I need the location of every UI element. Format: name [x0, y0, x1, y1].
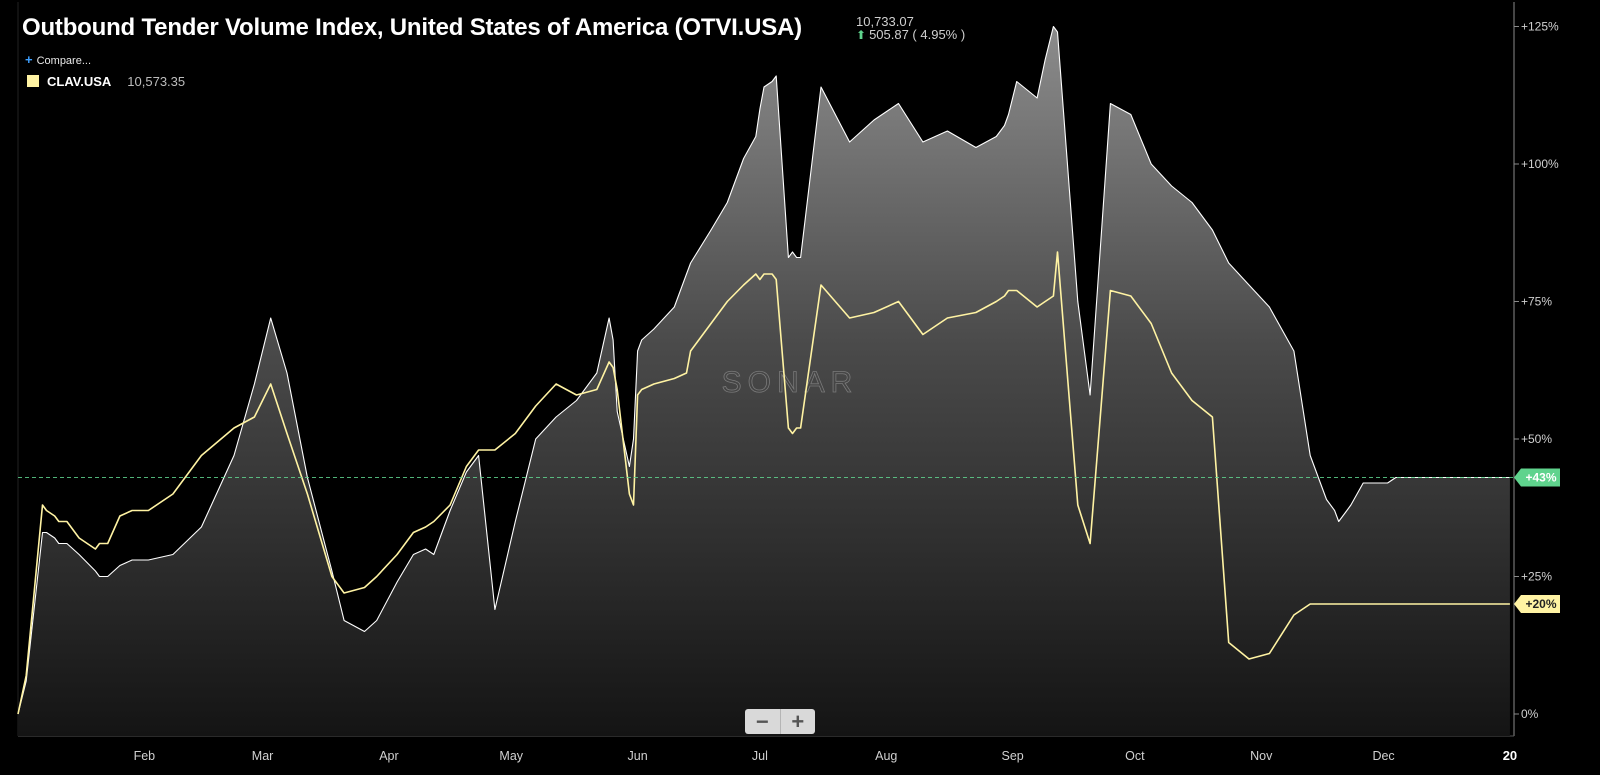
y-tick-label: +50% — [1521, 432, 1552, 446]
y-tick-label: +100% — [1521, 157, 1559, 171]
x-tick-label: Aug — [875, 749, 897, 763]
watermark-text: SONAR — [722, 366, 859, 399]
x-tick-label: Jun — [628, 749, 648, 763]
x-tick-label: Feb — [134, 749, 156, 763]
zoom-control: − + — [745, 709, 815, 734]
y-tick-label: +125% — [1521, 20, 1559, 34]
legend-item[interactable]: CLAV.USA 10,573.35 — [27, 74, 185, 89]
compare-label: Compare... — [36, 55, 92, 67]
clav-value-tag-text: +20% — [1525, 597, 1556, 611]
legend-swatch — [27, 75, 39, 87]
x-tick-label: Dec — [1372, 749, 1394, 763]
x-tick-label: Jul — [752, 749, 768, 763]
otvi-area-fill — [18, 26, 1510, 736]
x-tick-label: May — [499, 749, 523, 763]
y-tick-label: +25% — [1521, 570, 1552, 584]
legend-symbol: CLAV.USA — [47, 74, 112, 89]
otvi-value-tag-bg — [1514, 468, 1560, 487]
x-tick-label: Mar — [252, 749, 274, 763]
x-tick-label: 20 — [1503, 748, 1517, 763]
zoom-out-button[interactable]: − — [745, 709, 781, 734]
x-tick-label: Oct — [1125, 749, 1145, 763]
otvi-series-line — [17, 25, 1510, 715]
x-tick-label: Apr — [379, 749, 398, 763]
zoom-in-button[interactable]: + — [791, 709, 805, 734]
otvi-value-tag: +43% — [1514, 468, 1560, 487]
clav-value-tag-bg — [1514, 595, 1560, 613]
x-tick-label: Sep — [1001, 749, 1023, 763]
clav-value-tag: +20% — [1514, 595, 1560, 613]
change-row: ⬆ 505.87 ( 4.95% ) — [856, 27, 965, 42]
last-value: 10,733.07 — [856, 14, 914, 29]
legend-value: 10,573.35 — [127, 74, 186, 89]
clav-series-line — [17, 251, 1510, 715]
x-tick-label: Nov — [1250, 749, 1273, 763]
compare-button[interactable]: + Compare... — [25, 52, 91, 67]
up-arrow-icon: ⬆ — [856, 28, 867, 42]
plus-icon: + — [25, 52, 33, 67]
otvi-value-tag-text: +43% — [1525, 471, 1556, 485]
chart-title: Outbound Tender Volume Index, United Sta… — [22, 14, 802, 41]
change-value: 505.87 ( 4.95% ) — [869, 27, 966, 42]
y-tick-label: +75% — [1521, 295, 1552, 309]
y-tick-label: 0% — [1521, 707, 1539, 721]
